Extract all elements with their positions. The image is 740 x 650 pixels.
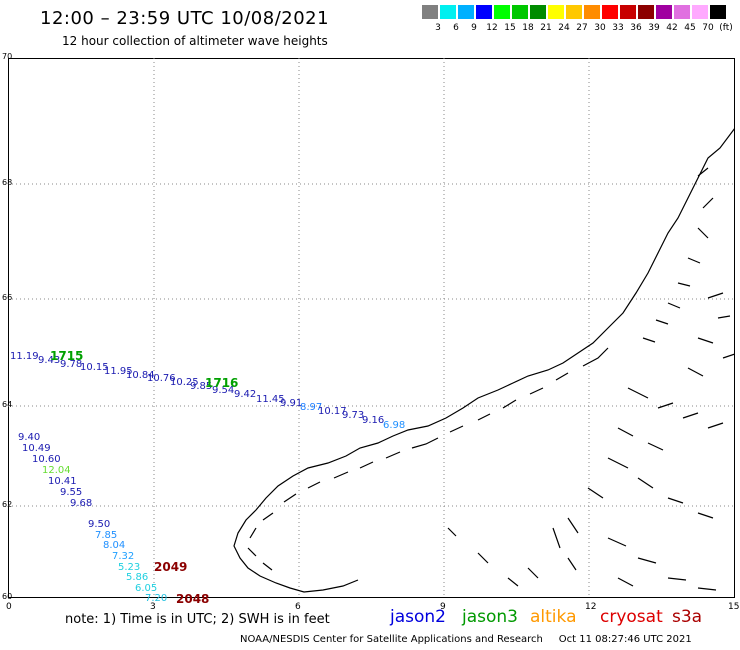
scale-swatch xyxy=(530,5,546,19)
swh-label: 11.95 xyxy=(104,366,133,377)
legend-cryosat: cryosat xyxy=(600,607,663,627)
scale-label: 42 xyxy=(666,23,678,33)
credit: NOAA/NESDIS Center for Satellite Applica… xyxy=(240,634,543,645)
swh-label: 7.20 xyxy=(145,593,168,604)
swh-label: 9.73 xyxy=(342,410,365,421)
swh-label: 10.49 xyxy=(22,443,51,454)
legend-s3a: s3a xyxy=(672,607,703,627)
pass-time-label: 2049 xyxy=(154,560,188,574)
swh-label: 8.97 xyxy=(300,402,323,413)
credit-line: NOAA/NESDIS Center for Satellite Applica… xyxy=(240,634,692,645)
swh-label: 10.25 xyxy=(170,377,199,388)
scale-swatch xyxy=(602,5,618,19)
swh-label: 11.19 xyxy=(10,351,39,362)
scale-swatch xyxy=(584,5,600,19)
legend-jason2: jason2 xyxy=(390,607,446,627)
scale-swatch xyxy=(674,5,690,19)
swh-label: 10.84 xyxy=(126,370,155,381)
lon-label: 9 xyxy=(440,602,446,612)
lon-label: 12 xyxy=(585,602,597,612)
swh-label: 7.85 xyxy=(95,530,118,541)
swh-label: 10.60 xyxy=(32,454,61,465)
swh-label: 9.55 xyxy=(60,487,83,498)
scale-label: 9 xyxy=(471,23,477,33)
swh-label: 9.50 xyxy=(88,519,111,530)
scale-swatch xyxy=(440,5,456,19)
scale-label: 3 xyxy=(435,23,441,33)
coastline xyxy=(233,127,735,593)
lat-label: 64 xyxy=(2,400,13,409)
scale-label: (ft) xyxy=(719,23,733,33)
scale-swatch xyxy=(512,5,528,19)
lat-label: 66 xyxy=(2,293,13,302)
lon-label: 3 xyxy=(150,602,156,612)
scale-label: 12 xyxy=(486,23,498,33)
swh-label: 8.04 xyxy=(103,540,126,551)
map-frame xyxy=(8,58,735,598)
scale-label: 15 xyxy=(504,23,516,33)
scale-swatch xyxy=(476,5,492,19)
legend-jason3: jason3 xyxy=(462,607,518,627)
scale-swatch xyxy=(620,5,636,19)
scale-label: 70 xyxy=(702,23,714,33)
scale-label: 18 xyxy=(522,23,534,33)
legend-altika: altika xyxy=(530,607,577,627)
pass-time-label: 1715 xyxy=(50,349,84,363)
footnote: note: 1) Time is in UTC; 2) SWH is in fe… xyxy=(65,612,330,627)
swh-label: 10.76 xyxy=(147,373,176,384)
lat-label: 60 xyxy=(2,592,13,601)
scale-swatch xyxy=(548,5,564,19)
scale-swatch xyxy=(458,5,474,19)
scale-label: 21 xyxy=(540,23,552,33)
scale-swatch xyxy=(422,5,438,19)
swh-label: 5.23 xyxy=(118,562,141,573)
scale-swatch xyxy=(710,5,726,19)
swh-label: 9.16 xyxy=(362,415,385,426)
graticule xyxy=(8,58,735,598)
lon-label: 15 xyxy=(728,602,740,612)
lon-label: 0 xyxy=(6,602,12,612)
page-title: 12:00 – 23:59 UTC 10/08/2021 xyxy=(40,8,330,29)
swh-label: 6.98 xyxy=(383,420,406,431)
scale-label: 27 xyxy=(576,23,588,33)
swh-label: 10.41 xyxy=(48,476,77,487)
scale-swatch xyxy=(566,5,582,19)
swh-label: 11.45 xyxy=(256,394,285,405)
scale-swatch xyxy=(692,5,708,19)
pass-time-label: 1716 xyxy=(205,376,239,390)
swh-label: 9.91 xyxy=(280,398,303,409)
scale-label: 36 xyxy=(630,23,642,33)
scale-label: 39 xyxy=(648,23,660,33)
scale-label: 45 xyxy=(684,23,696,33)
scale-swatch xyxy=(494,5,510,19)
pass-time-label: 2048 xyxy=(176,592,210,606)
swh-label: 9.40 xyxy=(18,432,41,443)
swh-label: 9.68 xyxy=(70,498,93,509)
timestamp: Oct 11 08:27:46 UTC 2021 xyxy=(558,634,692,645)
swh-label: 9.85 xyxy=(190,381,213,392)
lon-label: 6 xyxy=(295,602,301,612)
scale-swatch xyxy=(638,5,654,19)
scale-label: 24 xyxy=(558,23,570,33)
scale-label: 33 xyxy=(612,23,624,33)
scale-label: 6 xyxy=(453,23,459,33)
swh-label: 6.05 xyxy=(135,583,158,594)
lat-label: 68 xyxy=(2,178,13,187)
swh-label: 9.54 xyxy=(212,385,235,396)
coastline-map xyxy=(8,58,735,598)
swh-label: 9.43 xyxy=(38,355,61,366)
swh-label: 10.17 xyxy=(318,406,347,417)
page-subtitle: 12 hour collection of altimeter wave hei… xyxy=(62,34,328,48)
swh-label: 7.32 xyxy=(112,551,135,562)
swh-label: 5.86 xyxy=(126,572,149,583)
swh-label: 12.04 xyxy=(42,465,71,476)
lat-label: 70 xyxy=(2,52,13,61)
swh-label: 10.15 xyxy=(80,362,109,373)
swh-label: 9.42 xyxy=(234,389,257,400)
scale-swatch xyxy=(656,5,672,19)
scale-label: 30 xyxy=(594,23,606,33)
lat-label: 62 xyxy=(2,500,13,509)
swh-label: 9.78 xyxy=(60,359,83,370)
